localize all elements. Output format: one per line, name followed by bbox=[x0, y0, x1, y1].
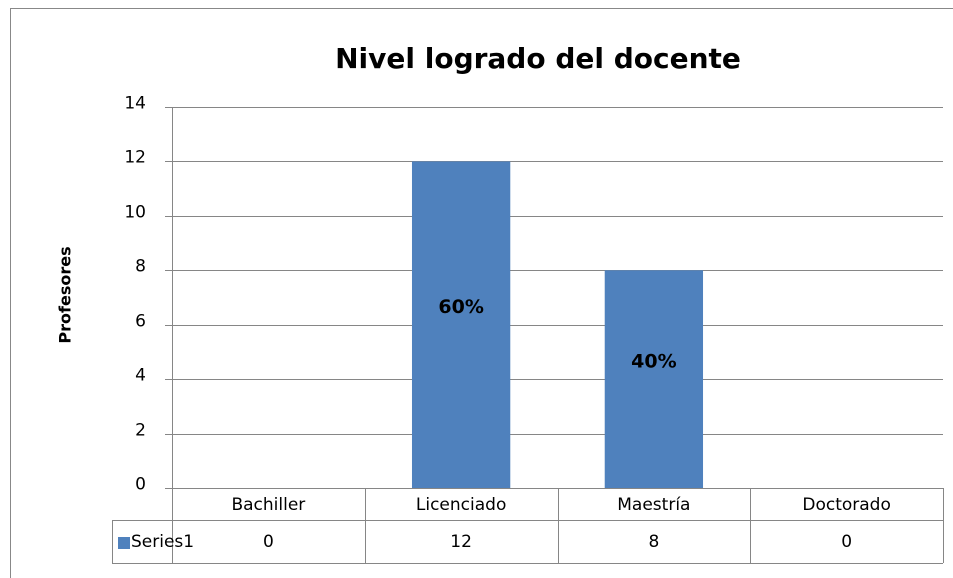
x-tick-label: Bachiller bbox=[231, 495, 305, 515]
y-tick-label: 14 bbox=[124, 94, 146, 114]
y-axis-label: Profesores bbox=[56, 246, 75, 343]
y-tick-label: 2 bbox=[135, 421, 146, 441]
y-tick-label: 6 bbox=[135, 312, 146, 332]
y-tick-label: 4 bbox=[135, 366, 146, 386]
chart-title: Nivel logrado del docente bbox=[335, 42, 741, 75]
table-value: 0 bbox=[263, 532, 274, 552]
legend-label: Series1 bbox=[131, 532, 194, 552]
data-label: 40% bbox=[631, 351, 676, 373]
y-tick-label: 12 bbox=[124, 148, 146, 168]
y-tick-label: 8 bbox=[135, 257, 146, 277]
x-tick-label: Doctorado bbox=[802, 495, 891, 515]
legend-key bbox=[118, 537, 130, 549]
x-tick-label: Licenciado bbox=[416, 495, 506, 515]
bar bbox=[411, 161, 511, 488]
bar bbox=[604, 270, 704, 488]
table-value: 12 bbox=[450, 532, 472, 552]
data-label: 60% bbox=[438, 296, 483, 318]
y-tick-label: 10 bbox=[124, 203, 146, 223]
table-value: 0 bbox=[841, 532, 852, 552]
x-tick-label: Maestría bbox=[617, 495, 690, 515]
table-value: 8 bbox=[648, 532, 659, 552]
y-tick-label: 0 bbox=[135, 475, 146, 495]
